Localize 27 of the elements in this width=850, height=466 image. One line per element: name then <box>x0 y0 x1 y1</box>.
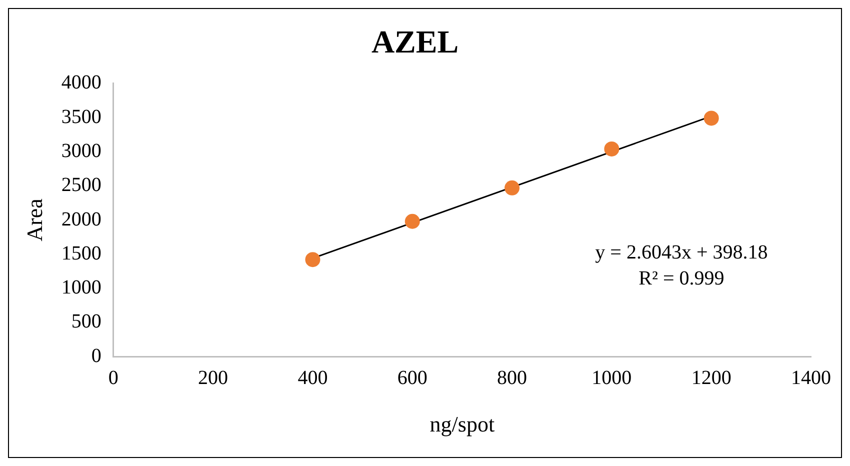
y-tick-label: 4000 <box>61 72 102 94</box>
y-tick-label: 500 <box>71 310 102 333</box>
x-tick-label: 400 <box>298 366 328 389</box>
x-tick-label: 1400 <box>791 366 831 389</box>
point <box>704 110 719 126</box>
y-tick-label: 2000 <box>61 208 102 230</box>
x-tick-label: 200 <box>198 366 228 389</box>
point <box>604 141 620 156</box>
y-tick-label: 1000 <box>61 276 102 299</box>
y-tick-label: 3000 <box>61 140 102 162</box>
x-tick-label: 1000 <box>592 366 632 389</box>
y-tick-label: 0 <box>91 344 102 367</box>
point <box>504 180 520 196</box>
x-tick-label: 0 <box>108 366 118 389</box>
y-tick-label: 1500 <box>61 242 102 264</box>
y-axis-title: Area <box>22 198 47 242</box>
chart-title: AZEL <box>371 23 459 60</box>
point <box>404 214 420 229</box>
x-tick-label: 800 <box>497 366 528 389</box>
annotation: R² = 0.999 <box>638 268 724 290</box>
x-tick-label: 600 <box>397 366 428 389</box>
y-tick-label: 2500 <box>61 174 102 196</box>
x-tick-label: 1200 <box>691 366 732 389</box>
annotation: y = 2.6043x + 398.18 <box>595 242 768 264</box>
y-tick-label: 3500 <box>61 106 102 128</box>
point <box>305 252 320 268</box>
x-axis-title: ng/spot <box>430 412 495 437</box>
